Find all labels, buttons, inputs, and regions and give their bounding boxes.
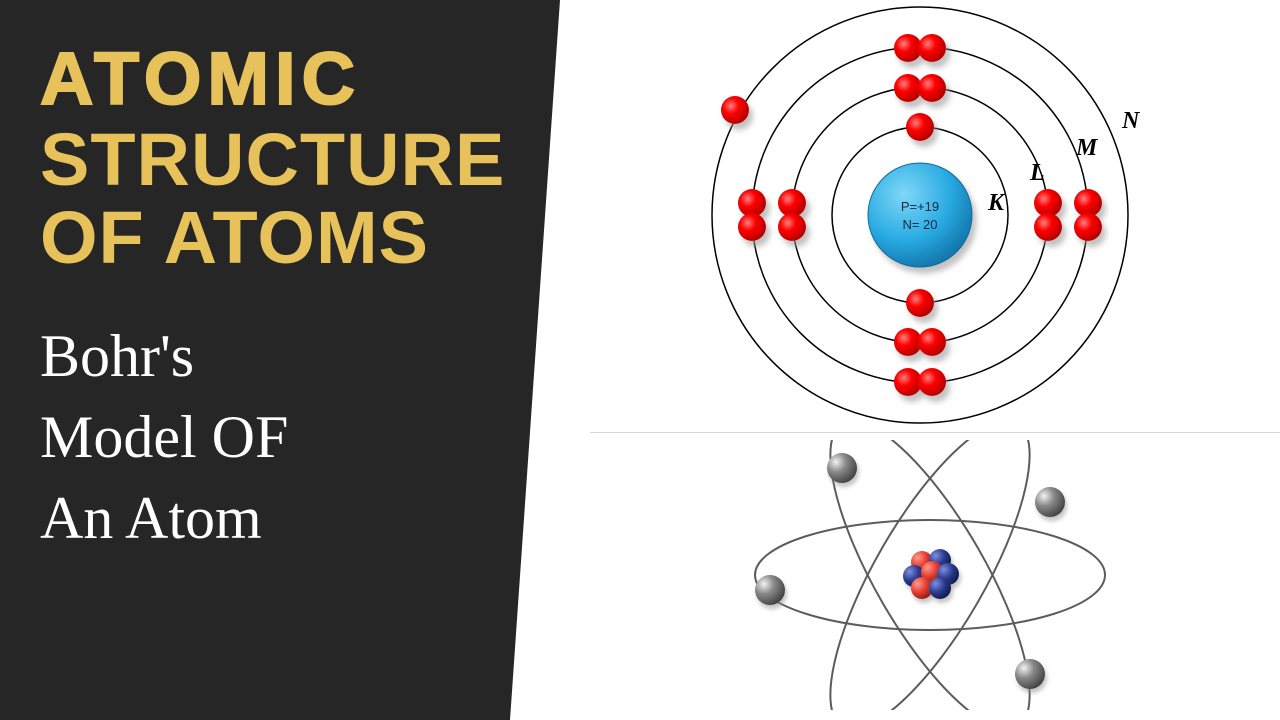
orbit-electron xyxy=(1015,659,1045,689)
shell-label: L xyxy=(1029,160,1045,186)
subtitle-line-2: Model OF xyxy=(40,397,600,478)
electron xyxy=(906,289,934,317)
title-line-2: STRUCTURE xyxy=(40,121,600,199)
orbital-diagram xyxy=(700,440,1160,710)
orbit-electron xyxy=(827,453,857,483)
electron xyxy=(778,189,806,217)
nucleus-text-1: P=+19 xyxy=(901,199,939,214)
electron xyxy=(1034,213,1062,241)
electron xyxy=(918,368,946,396)
electron xyxy=(738,213,766,241)
title-line-1: ATOMIC xyxy=(40,36,600,121)
electron xyxy=(721,96,749,124)
electron xyxy=(906,113,934,141)
shell-label: N xyxy=(1121,108,1141,134)
nucleus xyxy=(868,163,972,267)
subtitle-block: Bohr's Model OF An Atom xyxy=(40,316,600,559)
electron xyxy=(918,34,946,62)
right-area: KL MN P=+19 N= 20 xyxy=(520,0,1280,720)
electron xyxy=(1074,189,1102,217)
electron xyxy=(894,328,922,356)
nucleus-particle xyxy=(929,577,951,599)
shell-label: M xyxy=(1075,135,1099,161)
title-block: ATOMIC STRUCTURE OF ATOMS xyxy=(40,36,600,276)
electron xyxy=(918,74,946,102)
electron xyxy=(1034,189,1062,217)
divider xyxy=(590,432,1280,433)
orbit-electron xyxy=(755,575,785,605)
electron xyxy=(778,213,806,241)
title-line-3: OF ATOMS xyxy=(40,199,600,277)
subtitle-line-3: An Atom xyxy=(40,478,600,559)
electron xyxy=(738,189,766,217)
electron xyxy=(894,74,922,102)
electron xyxy=(894,34,922,62)
nucleus-text-2: N= 20 xyxy=(902,217,937,232)
electron xyxy=(1074,213,1102,241)
electron xyxy=(894,368,922,396)
electron xyxy=(918,328,946,356)
bohr-diagram: KL MN P=+19 N= 20 xyxy=(650,0,1210,430)
subtitle-line-1: Bohr's xyxy=(40,316,600,397)
shell-label: K xyxy=(987,190,1006,216)
orbit-electron xyxy=(1035,487,1065,517)
